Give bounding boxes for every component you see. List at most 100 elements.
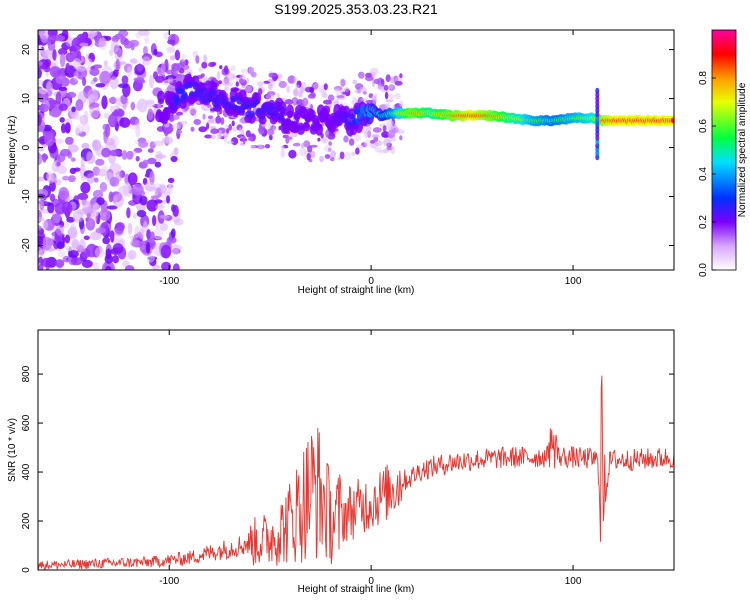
- heatmap-cell: [87, 217, 93, 228]
- heatmap-cell: [163, 107, 170, 116]
- y-tick-label: 0: [21, 144, 32, 150]
- heatmap-cell: [287, 75, 296, 84]
- heatmap-cell: [302, 97, 309, 107]
- heatmap-cell: [147, 157, 157, 165]
- heatmap-cell: [258, 116, 267, 125]
- heatmap-cell: [38, 199, 45, 209]
- heatmap-cell: [222, 132, 229, 138]
- heatmap-cell: [595, 87, 600, 94]
- y-tick-label: 20: [21, 44, 32, 56]
- heatmap-cell: [190, 126, 195, 132]
- heatmap-cell: [92, 261, 100, 270]
- heatmap-cell: [399, 135, 403, 141]
- heatmap-cell: [181, 91, 188, 100]
- heatmap-cell: [61, 201, 73, 216]
- heatmap-cell: [114, 33, 124, 40]
- heatmap-cell: [167, 39, 176, 45]
- heatmap-cell: [80, 175, 88, 181]
- heatmap-cell: [365, 99, 374, 104]
- heatmap-cell: [52, 48, 57, 61]
- heatmap-cell: [327, 133, 336, 140]
- heatmap-cell: [184, 69, 193, 75]
- heatmap-cell: [166, 46, 176, 53]
- heatmap-cell: [127, 222, 133, 235]
- heatmap-cell: [83, 235, 90, 241]
- colorbar-tick-label: 0.0: [698, 263, 709, 277]
- heatmap-cell: [85, 243, 98, 258]
- heatmap-cell: [203, 54, 207, 63]
- heatmap-cell: [82, 200, 92, 214]
- heatmap-cell: [324, 154, 331, 159]
- figure-title: S199.2025.353.03.23.R21: [274, 1, 438, 17]
- heatmap-cell: [189, 106, 197, 115]
- heatmap-cell: [204, 134, 213, 139]
- heatmap-cell: [95, 227, 106, 234]
- heatmap-cell: [39, 104, 49, 112]
- heatmap-cell: [226, 73, 236, 81]
- heatmap-cell: [38, 47, 43, 53]
- heatmap-cell: [38, 216, 45, 222]
- heatmap-cell: [89, 104, 101, 119]
- heatmap-cell: [115, 222, 125, 232]
- heatmap-cell: [276, 93, 281, 98]
- heatmap-cell: [70, 157, 76, 162]
- heatmap-cell: [373, 78, 381, 85]
- heatmap-cell: [293, 88, 298, 96]
- heatmap-cell: [38, 176, 45, 182]
- heatmap-cell: [169, 116, 174, 123]
- heatmap-cell: [258, 127, 262, 133]
- heatmap-cell: [113, 60, 122, 71]
- heatmap-cell: [174, 96, 181, 106]
- heatmap-cell: [277, 112, 284, 121]
- heatmap-cell: [316, 123, 323, 130]
- heatmap-cell: [297, 122, 304, 131]
- heatmap-cell: [198, 67, 204, 72]
- spectrogram-x-axis-label: Height of straight line (km): [298, 285, 415, 296]
- heatmap-cell: [150, 195, 160, 200]
- colorbar-ticks: 0.0 0.2 0.4 0.6 0.8: [698, 71, 716, 277]
- heatmap-cell: [143, 45, 148, 56]
- x-tick-label: -100: [159, 276, 179, 287]
- heatmap-cell: [382, 125, 387, 132]
- heatmap-cell: [154, 161, 162, 168]
- heatmap-cell: [268, 134, 273, 141]
- heatmap-cell: [348, 113, 355, 120]
- heatmap-cell: [75, 124, 84, 134]
- heatmap-cell: [67, 144, 79, 153]
- heatmap-cell: [129, 124, 140, 130]
- heatmap-cell: [167, 77, 174, 84]
- heatmap-cell: [72, 58, 82, 70]
- heatmap-cell: [84, 58, 93, 67]
- colorbar-tick-label: 0.4: [698, 167, 709, 181]
- heatmap-cell: [223, 86, 230, 91]
- heatmap-cell: [278, 80, 287, 89]
- heatmap-cell: [175, 111, 184, 116]
- heatmap-cell: [383, 138, 391, 147]
- heatmap-cell: [46, 81, 53, 91]
- heatmap-cell: [330, 157, 335, 162]
- heatmap-cell: [257, 144, 264, 151]
- heatmap-cell: [101, 95, 108, 110]
- heatmap-cell: [268, 72, 277, 78]
- heatmap-cell: [180, 120, 188, 125]
- heatmap-cell: [59, 117, 65, 123]
- heatmap-cell: [343, 135, 349, 143]
- heatmap-cell: [360, 98, 367, 102]
- heatmap-cell: [149, 171, 155, 186]
- heatmap-cell: [38, 235, 44, 248]
- heatmap-cell: [393, 93, 401, 100]
- heatmap-cell: [132, 184, 144, 196]
- y-tick-label: 800: [21, 365, 32, 382]
- heatmap-cell: [230, 65, 236, 72]
- heatmap-cell: [132, 212, 138, 220]
- heatmap-cell: [385, 99, 394, 103]
- heatmap-cell: [342, 91, 348, 95]
- heatmap-cell: [323, 99, 332, 105]
- heatmap-cell: [108, 149, 121, 157]
- heatmap-cell: [371, 95, 375, 101]
- heatmap-cell: [41, 257, 53, 268]
- heatmap-cell: [99, 208, 111, 221]
- heatmap-cell: [163, 126, 169, 137]
- heatmap-cell: [307, 93, 316, 99]
- heatmap-cell: [272, 125, 276, 132]
